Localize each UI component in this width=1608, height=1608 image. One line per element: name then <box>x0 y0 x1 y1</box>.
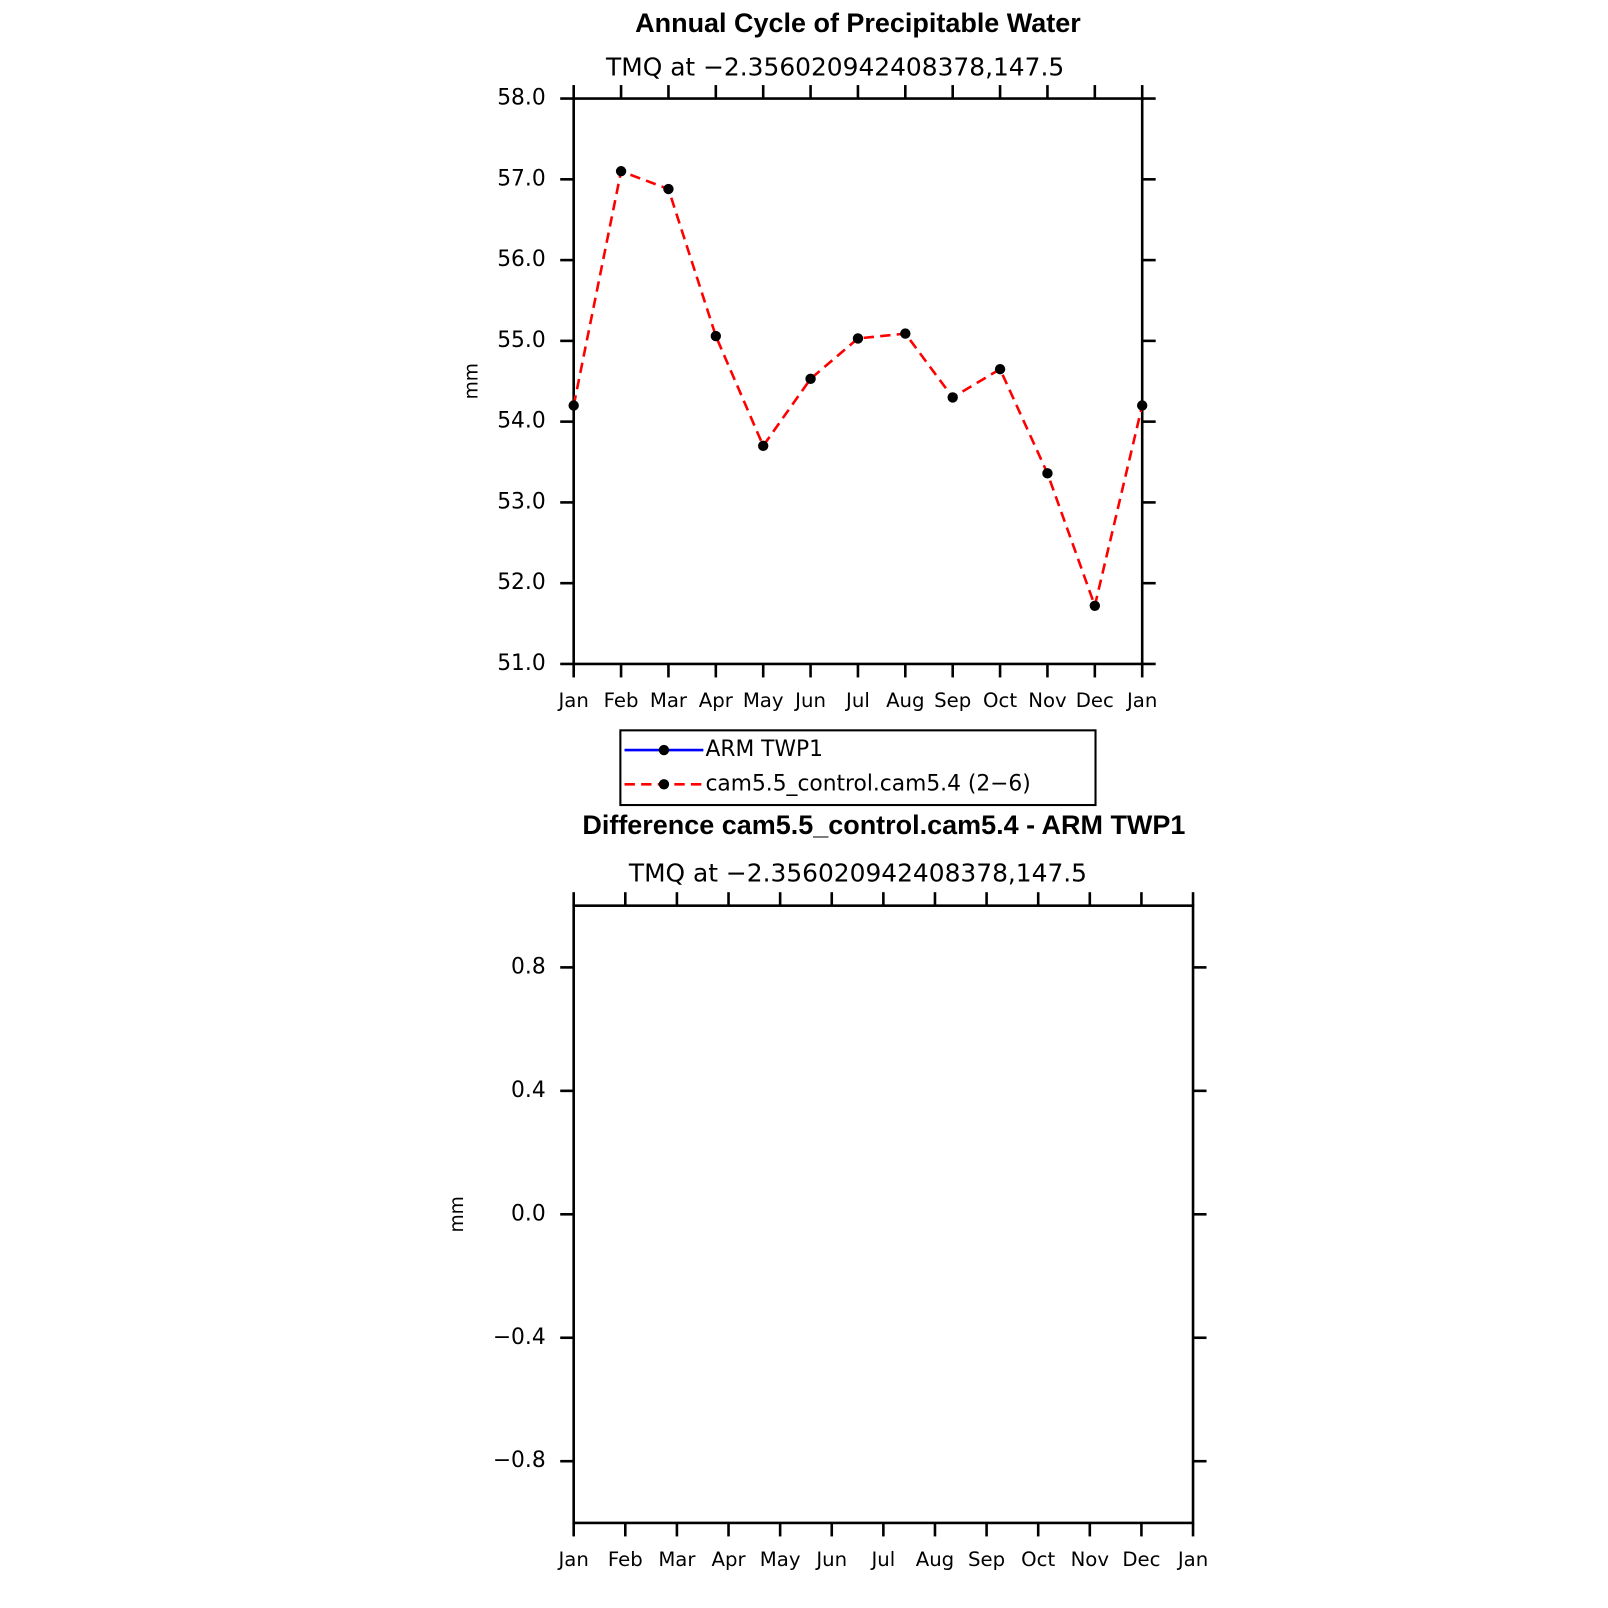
x-tick-label: Jul <box>844 689 870 712</box>
chart-subtitle: TMQ at −2.356020942408378,147.5 <box>605 52 1064 81</box>
y-tick-label: 0.4 <box>511 1078 546 1103</box>
y-tick-label: 54.0 <box>497 409 545 434</box>
legend-label: cam5.5_control.cam5.4 (2−6) <box>705 771 1030 796</box>
legend-box <box>619 729 1097 807</box>
legend-marker <box>658 779 670 790</box>
x-tick-label: Mar <box>658 1548 696 1571</box>
legend-marker <box>658 744 670 756</box>
chart-title: Annual Cycle of Precipitable Water <box>635 8 1081 38</box>
data-point <box>1089 600 1101 611</box>
x-tick-label: Oct <box>1021 1548 1055 1571</box>
data-point <box>947 392 958 403</box>
y-tick-label: 52.0 <box>497 570 545 595</box>
y-tick-label: 0.8 <box>511 954 546 979</box>
data-point <box>615 166 627 177</box>
x-tick-label: Aug <box>886 689 924 712</box>
x-tick-label: Jan <box>1176 1548 1208 1571</box>
y-tick-label: −0.8 <box>493 1448 546 1473</box>
data-point <box>994 363 1006 375</box>
data-point <box>1042 468 1053 479</box>
data-point <box>852 333 864 344</box>
x-tick-label: Dec <box>1076 689 1114 712</box>
plot-frame <box>572 97 1144 666</box>
y-tick-label: 56.0 <box>497 247 545 272</box>
data-point <box>568 400 579 411</box>
chart-title: Difference cam5.5_control.cam5.4 - ARM T… <box>582 810 1185 840</box>
x-tick-label: Feb <box>608 1548 643 1571</box>
data-point <box>663 183 674 195</box>
x-tick-label: Jan <box>557 1548 589 1571</box>
y-axis-label: mm <box>447 1196 468 1232</box>
x-tick-label: Nov <box>1071 1548 1110 1571</box>
x-tick-label: Jun <box>814 1548 847 1571</box>
x-tick-label: Sep <box>934 689 971 712</box>
x-tick-label: Aug <box>916 1548 954 1571</box>
data-point <box>805 373 816 385</box>
x-tick-label: Nov <box>1028 689 1067 712</box>
x-tick-label: Mar <box>650 689 688 712</box>
y-tick-label: 0.0 <box>511 1201 546 1226</box>
x-tick-label: May <box>760 1548 801 1571</box>
plot-frame <box>572 904 1195 1525</box>
data-point <box>758 440 769 452</box>
y-tick-label: 55.0 <box>497 328 545 353</box>
y-tick-label: 57.0 <box>497 166 545 191</box>
x-tick-label: Apr <box>699 689 734 712</box>
x-tick-label: Jan <box>557 689 589 712</box>
x-tick-label: Apr <box>711 1548 746 1571</box>
y-tick-label: 51.0 <box>497 651 545 676</box>
x-tick-label: Jul <box>869 1548 895 1571</box>
x-tick-label: Sep <box>968 1548 1005 1571</box>
y-tick-label: 58.0 <box>497 86 545 111</box>
x-tick-label: Oct <box>983 689 1017 712</box>
y-tick-label: 53.0 <box>497 489 545 514</box>
y-tick-label: −0.4 <box>493 1325 546 1350</box>
data-point <box>710 330 722 342</box>
x-tick-label: May <box>743 689 784 712</box>
data-point <box>1137 400 1148 411</box>
x-tick-label: Jan <box>1125 689 1157 712</box>
y-axis-label: mm <box>462 363 483 399</box>
x-tick-label: Feb <box>604 689 639 712</box>
data-line <box>572 169 1144 611</box>
x-tick-label: Dec <box>1122 1548 1160 1571</box>
chart-subtitle: TMQ at −2.356020942408378,147.5 <box>628 859 1087 888</box>
x-tick-label: Jun <box>793 689 826 712</box>
legend-label: ARM TWP1 <box>705 737 823 762</box>
data-point <box>900 328 911 339</box>
